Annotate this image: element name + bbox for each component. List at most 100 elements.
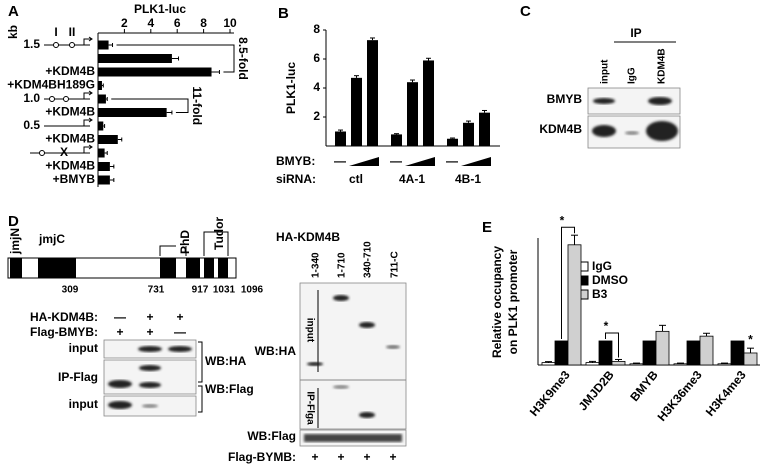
significance: * — [560, 213, 565, 227]
y-tick-label: +KDM4BH189G — [7, 78, 95, 92]
y-tick-label: 1.0 — [23, 91, 40, 105]
site-label: I — [54, 25, 57, 39]
position-label: 917 — [192, 285, 209, 296]
row-label: BMYB: — [276, 154, 315, 168]
wb-label: WB:Flag — [205, 382, 254, 396]
lane-label: 340-710 — [363, 241, 374, 278]
position-label: 309 — [62, 285, 79, 296]
bracket — [111, 98, 189, 113]
sign: + — [176, 310, 183, 324]
panel-d: jmjN jmjC PhD Tudor 309 731 917 1031 109… — [7, 217, 407, 464]
panel-letter: E — [482, 219, 492, 236]
bar — [98, 108, 167, 117]
bar — [98, 94, 106, 104]
bar — [479, 112, 490, 146]
promoter — [83, 36, 93, 45]
position-label: 1031 — [213, 285, 236, 296]
blot-band — [359, 412, 375, 418]
y-axis-title: on PLK1 promoter — [506, 249, 520, 354]
site — [63, 96, 69, 102]
x-tick-label: 8 — [200, 16, 207, 30]
domain — [218, 258, 228, 278]
blot-band — [625, 131, 639, 135]
category-label: ctl — [349, 172, 363, 186]
row-label: Flag-BYMB: — [228, 450, 296, 464]
blot-band — [648, 97, 672, 105]
dose-ramp — [461, 157, 491, 166]
bar — [98, 81, 102, 90]
bar — [98, 54, 172, 63]
header: HA-KDM4B — [276, 230, 340, 244]
blot-band — [307, 362, 323, 366]
blot — [103, 359, 197, 395]
y-axis-title: Relative occupancy — [490, 246, 504, 358]
category-label: 4A-1 — [399, 172, 425, 186]
blot-band — [138, 346, 162, 352]
panel-c: IP input IgG KDM4B BMYB KDM4B — [539, 26, 681, 149]
blot-band — [304, 434, 402, 442]
panel-letter: D — [8, 213, 19, 230]
row-label: BMYB — [547, 92, 583, 106]
y-tick-label: 2 — [313, 109, 320, 123]
x-tick-label: 2 — [121, 16, 128, 30]
bar — [554, 340, 569, 366]
y-tick-label: 4 — [313, 80, 320, 94]
dose-ramp — [405, 157, 435, 166]
sign: + — [146, 310, 153, 324]
significance-bracket — [605, 332, 619, 358]
blot-band — [168, 346, 192, 352]
bar — [367, 40, 378, 146]
blot-band — [108, 380, 132, 388]
lane-label: KDM4B — [657, 48, 668, 84]
blot-label: input — [69, 397, 98, 411]
dose-none: — — [334, 154, 346, 168]
domain — [160, 258, 176, 278]
sign: + — [337, 450, 344, 464]
site-label: II — [69, 25, 76, 39]
site — [49, 96, 55, 102]
bar — [98, 135, 118, 144]
bracket — [116, 44, 235, 73]
lane-label: input — [600, 59, 611, 84]
bar — [541, 362, 556, 366]
site — [69, 42, 75, 48]
row-label: HA-KDM4B: — [30, 310, 98, 324]
bar — [98, 148, 105, 158]
y-tick-label: +KDM4B — [45, 64, 95, 78]
x-tick-label: JMJD2B — [576, 368, 617, 414]
bar — [730, 340, 745, 366]
ip-label: IP — [630, 26, 641, 40]
x-tick-label: H3K4me3 — [703, 368, 749, 419]
promoter — [83, 144, 93, 153]
blot-label: input — [304, 318, 315, 343]
promoter — [83, 90, 93, 99]
bar — [98, 162, 110, 171]
bar — [98, 67, 212, 77]
lane-label: IgG — [627, 67, 638, 84]
row-label: KDM4B — [539, 122, 582, 136]
bar — [463, 122, 474, 146]
row-label: Flag-BMYB: — [30, 325, 98, 339]
legend-label: IgG — [592, 259, 612, 273]
sign: + — [363, 450, 370, 464]
wb-label: WB:HA — [255, 344, 297, 358]
significance: * — [748, 332, 753, 346]
category-label: 4B-1 — [455, 172, 481, 186]
dose-none: — — [446, 154, 458, 168]
wb-label: WB:HA — [205, 354, 247, 368]
blot-band — [139, 365, 161, 371]
blot-label: IP-Flga — [304, 391, 315, 425]
dose-ramp — [349, 157, 379, 166]
y-tick-label: +KDM4B — [45, 105, 95, 119]
sign: + — [311, 450, 318, 464]
position-label: 1096 — [241, 285, 264, 296]
x-tick-label: BMYB — [627, 368, 661, 404]
blot-band — [139, 382, 161, 388]
bar — [686, 340, 701, 366]
lane-label: 1-710 — [337, 252, 348, 278]
domain — [204, 258, 214, 278]
blot-label: input — [69, 341, 98, 355]
bar — [611, 360, 626, 366]
site — [53, 42, 59, 48]
bar — [598, 340, 613, 366]
